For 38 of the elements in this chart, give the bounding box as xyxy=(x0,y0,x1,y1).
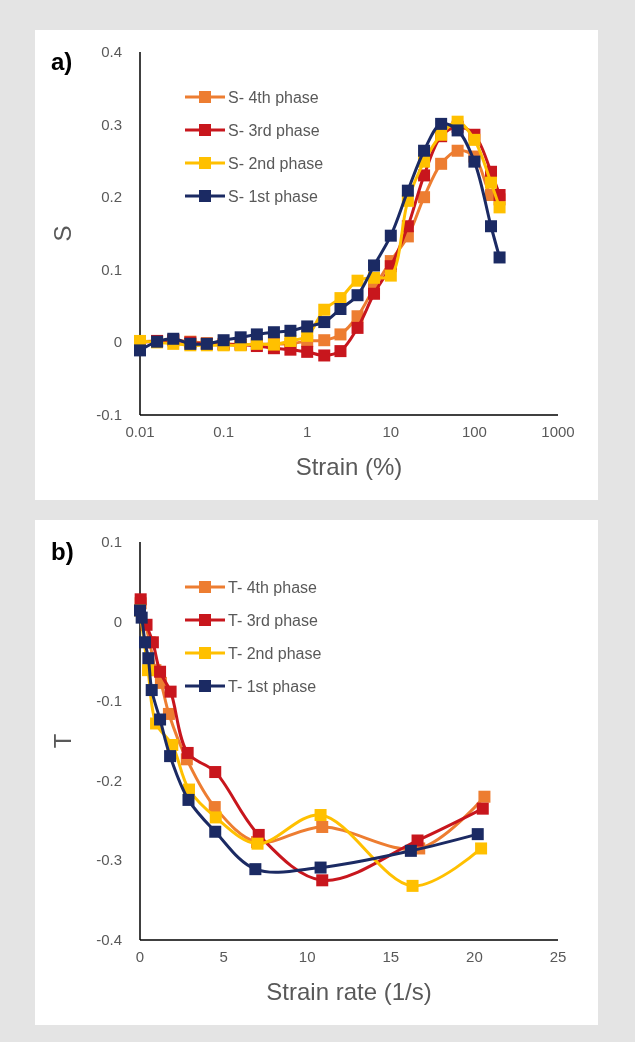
y-tick-label: 0 xyxy=(113,333,122,351)
legend-label: T- 3rd phase xyxy=(228,612,318,629)
x-tick-label: 0.01 xyxy=(125,423,155,440)
y-tick-label: 0.1 xyxy=(101,260,122,278)
x-tick-label: 20 xyxy=(466,948,483,965)
x-tick-label: 0.1 xyxy=(213,423,235,440)
x-axis-title: Strain (%) xyxy=(295,453,403,480)
legend-label: S- 2nd phase xyxy=(228,155,324,172)
legend-label: T- 1st phase xyxy=(228,678,317,695)
y-tick-label: 0.4 xyxy=(101,43,122,60)
legend-label: S- 3rd phase xyxy=(228,122,320,139)
y-axis-title: S xyxy=(49,225,76,242)
legend-label: T- 2nd phase xyxy=(228,645,322,662)
x-tick-label: 1000 xyxy=(541,423,575,440)
legend-label: T- 4th phase xyxy=(228,579,318,596)
x-tick-label: 10 xyxy=(298,948,316,965)
y-axis-title: T xyxy=(49,733,76,749)
y-tick-label: -0.4 xyxy=(96,931,122,948)
x-tick-label: 25 xyxy=(549,948,567,965)
y-tick-label: 0.3 xyxy=(101,115,122,133)
legend-label: S- 4th phase xyxy=(228,89,319,106)
y-tick-label: 0 xyxy=(113,612,122,630)
y-tick-label: 0.1 xyxy=(101,533,122,550)
y-tick-label: -0.1 xyxy=(96,406,122,423)
y-tick-label: -0.2 xyxy=(96,771,122,789)
x-tick-label: 0 xyxy=(135,948,145,965)
x-tick-label: 5 xyxy=(219,948,228,965)
legend-label: S- 1st phase xyxy=(228,188,318,205)
chart-title: a) xyxy=(51,48,73,75)
chart-title: b) xyxy=(51,538,74,565)
x-tick-label: 100 xyxy=(461,423,487,440)
y-tick-label: 0.2 xyxy=(101,188,122,206)
x-axis-title: Strain rate (1/s) xyxy=(266,978,432,1005)
x-tick-label: 1 xyxy=(303,423,312,440)
y-tick-label: -0.3 xyxy=(96,851,122,869)
y-tick-label: -0.1 xyxy=(96,692,122,710)
x-tick-label: 15 xyxy=(382,948,400,965)
x-tick-label: 10 xyxy=(382,423,400,440)
